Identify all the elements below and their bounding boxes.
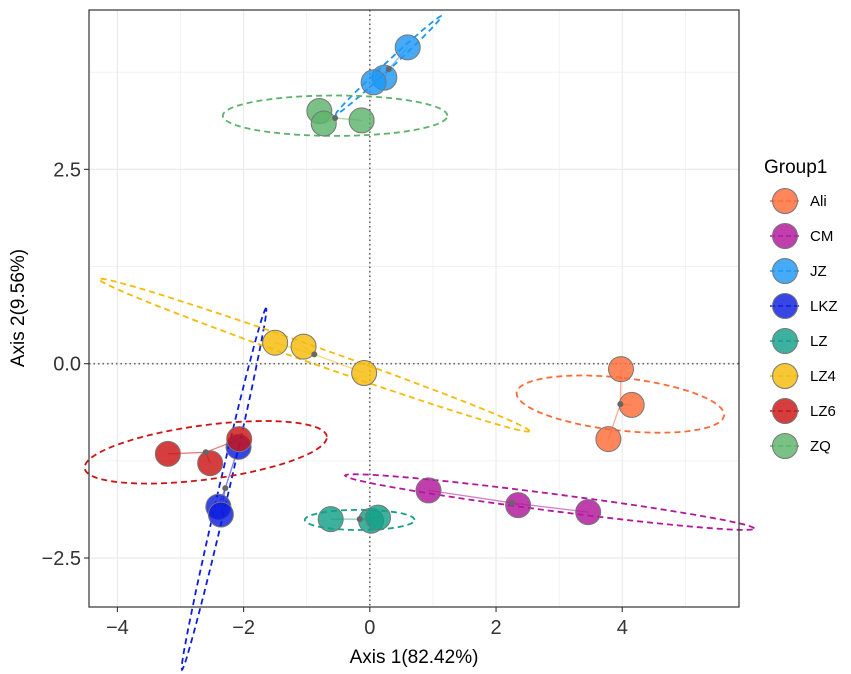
centroid-jz (385, 66, 392, 73)
centroid-lz4 (311, 351, 318, 358)
ellipse-lkz (180, 307, 268, 672)
reference-lines (89, 10, 739, 607)
legend-label-lz6: LZ6 (810, 403, 836, 420)
plot-panel (89, 10, 739, 607)
y-tick-label: 0.0 (53, 354, 81, 376)
point-jz (360, 69, 387, 96)
legend-key-lz6 (772, 398, 798, 424)
y-axis-title: Axis 2(9.56%) (8, 249, 29, 367)
y-tick-label: 2.5 (53, 159, 81, 181)
legend-title: Group1 (764, 157, 827, 178)
point-cm (505, 492, 532, 519)
ellipse-ali (515, 374, 726, 434)
legend-label-lz4: LZ4 (810, 368, 836, 385)
point-cm (415, 477, 442, 504)
point-lz4 (351, 360, 378, 387)
grid-minor (89, 10, 739, 607)
ellipse-lz (303, 508, 416, 531)
point-lz6 (197, 450, 224, 477)
spoke-cm (428, 489, 512, 504)
point-lz6 (154, 440, 181, 467)
x-tick-label: −2 (232, 617, 255, 639)
sample-points (154, 34, 645, 534)
centroid-lz (356, 516, 363, 523)
y-tick-label: −2.5 (42, 548, 81, 570)
legend-key-lz4 (772, 363, 798, 389)
x-axis: −4 −2 0 2 4 (106, 607, 628, 639)
x-tick-label: 2 (490, 617, 501, 639)
legend-label-zq: ZQ (810, 438, 831, 455)
point-lz4 (262, 329, 289, 356)
ellipse-zq (221, 94, 449, 137)
centroid-ali (617, 401, 624, 408)
legend-key-jz (772, 258, 798, 284)
x-tick-label: 0 (364, 617, 375, 639)
legend-label-jz: JZ (810, 263, 827, 280)
x-tick-label: −4 (106, 617, 129, 639)
y-axis: −2.5 0.0 2.5 (42, 159, 89, 570)
legend-key-zq (772, 433, 798, 459)
point-lz (365, 504, 392, 531)
point-ali (595, 426, 622, 453)
x-tick-label: 4 (617, 617, 628, 639)
legend-label-lkz: LKZ (810, 298, 838, 315)
legend-key-lz (772, 328, 798, 354)
legend-label-cm: CM (810, 228, 833, 245)
point-ali (607, 356, 634, 383)
group-centroids (202, 66, 624, 523)
legend-key-cm (772, 223, 798, 249)
plot-border (88, 9, 740, 608)
legend-label-lz: LZ (810, 333, 828, 350)
point-cm (575, 499, 602, 526)
legend-key-ali (772, 188, 798, 214)
ellipse-lz4 (97, 277, 531, 433)
point-zq (310, 110, 337, 137)
point-lz6 (226, 426, 253, 453)
centroid-cm (508, 499, 515, 506)
point-lz (317, 506, 344, 533)
legend: Group1 Ali CM JZ LKZ LZ LZ4 LZ6 ZQ (764, 157, 838, 459)
point-lkz (207, 501, 234, 528)
legend-label-ali: Ali (810, 193, 827, 210)
legend-key-lkz (772, 293, 798, 319)
centroid-lz6 (202, 449, 209, 456)
point-lz4 (290, 333, 317, 360)
ellipse-cm (343, 473, 755, 531)
point-jz (394, 34, 421, 61)
x-axis-title: Axis 1(82.42%) (350, 647, 479, 668)
centroid-lkz (222, 485, 229, 492)
point-zq (348, 107, 375, 134)
centroid-zq (332, 115, 339, 122)
